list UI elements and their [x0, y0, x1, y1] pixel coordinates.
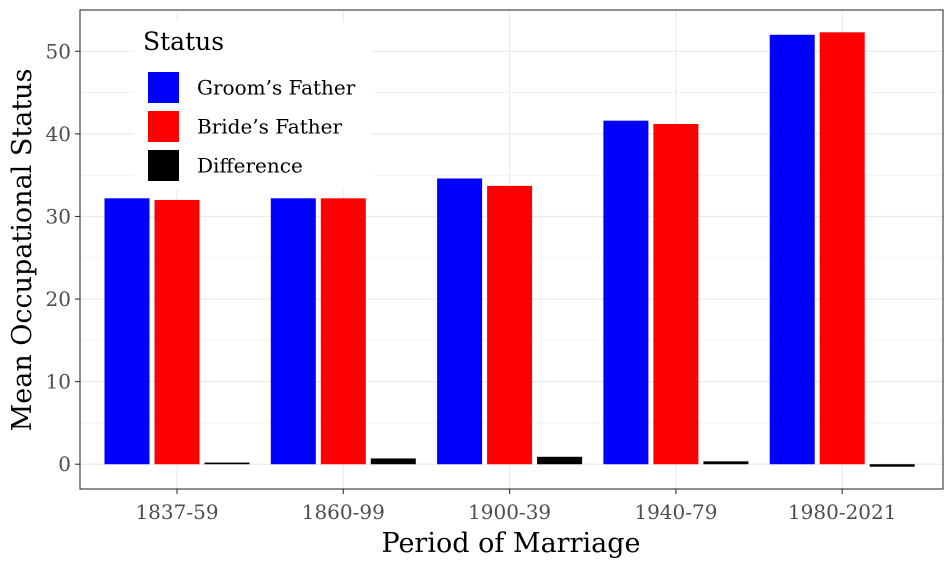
- y-axis: 0 10 20 30 40 50: [46, 39, 80, 476]
- panel-border: [79, 9, 944, 490]
- bar-bride-s-father-1837-59: [154, 199, 200, 465]
- y-tick-label: 50: [46, 39, 71, 63]
- bar-groom-s-father-1860-99: [270, 198, 316, 465]
- y-tick-label: 0: [58, 452, 71, 476]
- bar-groom-s-father-1837-59: [104, 198, 150, 465]
- legend-key-groom-s-father: [148, 72, 179, 103]
- x-tick-label: 1900-39: [468, 500, 551, 524]
- x-tick-label: 1940-79: [634, 500, 717, 524]
- bar-bride-s-father-1860-99: [320, 198, 366, 465]
- bar-groom-s-father-1900-39: [437, 178, 483, 465]
- bar-difference-1940-79: [703, 461, 749, 465]
- legend-title: Status: [143, 27, 224, 56]
- bar-difference-1900-39: [537, 456, 583, 465]
- x-axis: 1837-59 1860-99 1900-39 1940-79 1980-2021: [135, 489, 896, 524]
- legend-key-difference: [148, 150, 179, 181]
- legend-label: Bride’s Father: [197, 115, 342, 139]
- bars: [104, 32, 915, 467]
- y-axis-title: Mean Occupational Status: [7, 69, 38, 432]
- bar-groom-s-father-1940-79: [603, 120, 649, 465]
- bar-bride-s-father-1980-2021: [819, 32, 865, 465]
- bar-bride-s-father-1900-39: [487, 185, 533, 465]
- y-tick-label: 10: [46, 370, 71, 394]
- y-tick-label: 20: [46, 287, 71, 311]
- bar-difference-1837-59: [204, 462, 250, 465]
- bar-difference-1980-2021: [869, 464, 915, 467]
- bar-groom-s-father-1980-2021: [769, 34, 815, 465]
- x-axis-title: Period of Marriage: [382, 528, 641, 559]
- legend: Status Groom’s Father Bride’s Father Diffe…: [134, 22, 372, 190]
- y-tick-label: 30: [46, 204, 71, 228]
- x-tick-label: 1860-99: [302, 500, 385, 524]
- legend-key-bride-s-father: [148, 111, 179, 142]
- y-tick-label: 40: [46, 122, 71, 146]
- legend-label: Groom’s Father: [197, 76, 356, 100]
- bar-bride-s-father-1940-79: [653, 123, 699, 465]
- legend-label: Difference: [197, 154, 303, 178]
- bar-difference-1860-99: [370, 458, 416, 465]
- x-tick-label: 1837-59: [135, 500, 218, 524]
- x-tick-label: 1980-2021: [788, 500, 897, 524]
